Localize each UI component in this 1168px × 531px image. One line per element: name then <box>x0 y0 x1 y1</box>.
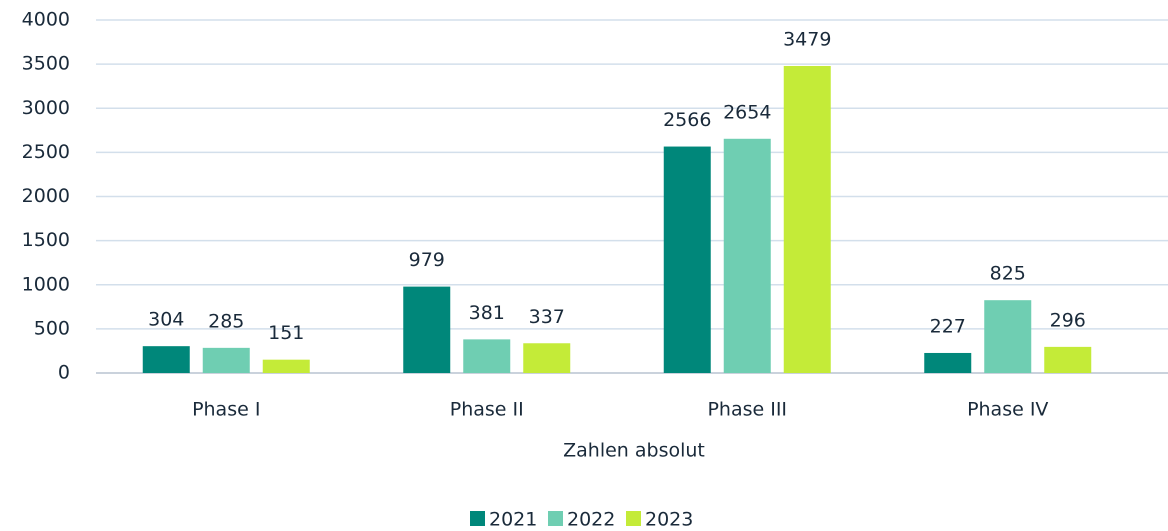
bar <box>202 347 250 373</box>
bar <box>403 286 451 373</box>
bar <box>723 138 771 373</box>
x-tick-label: Phase I <box>192 399 260 421</box>
legend-swatch <box>548 511 563 526</box>
legend-label: 2021 <box>489 509 537 531</box>
data-label: 3479 <box>783 28 831 50</box>
bar <box>463 339 511 373</box>
y-tick-label: 3000 <box>22 97 70 119</box>
data-label: 979 <box>409 249 445 271</box>
data-label: 227 <box>930 315 966 337</box>
x-tick-label: Phase IV <box>967 399 1048 421</box>
bar <box>262 359 310 373</box>
data-label: 825 <box>990 263 1026 285</box>
bar <box>1044 346 1092 373</box>
bar <box>984 300 1032 373</box>
data-label: 151 <box>268 322 304 344</box>
legend-label: 2023 <box>645 509 693 531</box>
y-tick-label: 1000 <box>22 273 70 295</box>
bar <box>523 343 571 373</box>
y-tick-label: 500 <box>34 317 70 339</box>
legend-swatch <box>470 511 485 526</box>
y-tick-label: 1500 <box>22 229 70 251</box>
legend-label: 2022 <box>567 509 615 531</box>
bar <box>142 346 190 373</box>
bar <box>783 65 831 374</box>
data-label: 2566 <box>663 109 711 131</box>
y-tick-label: 4000 <box>22 9 70 31</box>
x-tick-label: Phase III <box>707 399 787 421</box>
y-tick-label: 2000 <box>22 185 70 207</box>
data-label: 381 <box>469 302 505 324</box>
data-label: 2654 <box>723 101 771 123</box>
bar <box>663 146 711 373</box>
data-label: 304 <box>148 309 184 331</box>
bar <box>924 352 972 373</box>
y-tick-label: 0 <box>58 362 70 384</box>
x-axis-label: Zahlen absolut <box>563 440 705 462</box>
data-label: 285 <box>208 310 244 332</box>
x-tick-label: Phase II <box>450 399 524 421</box>
y-tick-label: 2500 <box>22 141 70 163</box>
y-tick-label: 3500 <box>22 53 70 75</box>
legend-swatch <box>626 511 641 526</box>
data-label: 337 <box>529 306 565 328</box>
data-label: 296 <box>1050 309 1086 331</box>
